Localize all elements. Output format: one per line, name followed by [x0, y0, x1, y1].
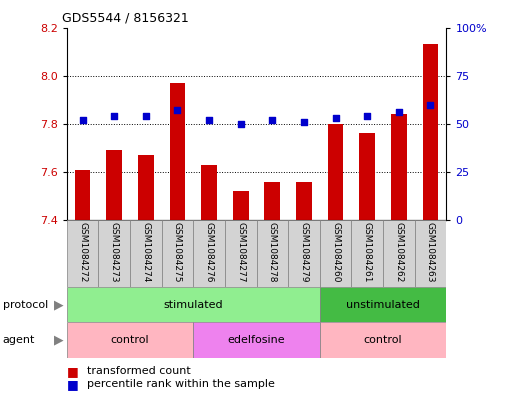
Text: edelfosine: edelfosine	[228, 335, 285, 345]
Bar	[320, 322, 446, 358]
Text: GSM1084273: GSM1084273	[110, 222, 119, 283]
Bar	[98, 220, 130, 287]
Bar	[383, 220, 415, 287]
Text: GSM1084275: GSM1084275	[173, 222, 182, 283]
Bar	[320, 287, 446, 322]
Text: control: control	[364, 335, 402, 345]
Point	[173, 107, 182, 114]
Bar	[296, 182, 312, 220]
Text: ■: ■	[67, 378, 78, 391]
Point	[363, 113, 371, 119]
Bar	[415, 220, 446, 287]
Text: percentile rank within the sample: percentile rank within the sample	[87, 379, 275, 389]
Text: GDS5544 / 8156321: GDS5544 / 8156321	[62, 12, 188, 25]
Text: GSM1084263: GSM1084263	[426, 222, 435, 283]
Text: GSM1084278: GSM1084278	[268, 222, 277, 283]
Bar	[264, 182, 280, 220]
Text: GSM1084262: GSM1084262	[394, 222, 403, 283]
Bar	[67, 287, 320, 322]
Point	[300, 119, 308, 125]
Text: GSM1084279: GSM1084279	[300, 222, 308, 283]
Bar	[193, 220, 225, 287]
Bar	[351, 220, 383, 287]
Point	[268, 117, 277, 123]
Text: ■: ■	[67, 365, 78, 378]
Bar	[225, 220, 256, 287]
Bar	[162, 220, 193, 287]
Bar	[256, 220, 288, 287]
Bar	[130, 220, 162, 287]
Bar	[67, 322, 193, 358]
Point	[236, 121, 245, 127]
Text: GSM1084272: GSM1084272	[78, 222, 87, 283]
Bar	[423, 44, 439, 220]
Text: control: control	[111, 335, 149, 345]
Bar	[106, 150, 122, 220]
Bar	[193, 322, 320, 358]
Text: stimulated: stimulated	[164, 299, 223, 310]
Text: agent: agent	[3, 335, 35, 345]
Point	[205, 117, 213, 123]
Point	[426, 101, 435, 108]
Bar	[67, 220, 98, 287]
Text: ▶: ▶	[54, 333, 64, 347]
Bar	[391, 114, 407, 220]
Bar	[359, 134, 375, 220]
Text: protocol: protocol	[3, 299, 48, 310]
Text: GSM1084260: GSM1084260	[331, 222, 340, 283]
Text: unstimulated: unstimulated	[346, 299, 420, 310]
Text: GSM1084274: GSM1084274	[141, 222, 150, 283]
Bar	[201, 165, 217, 220]
Bar	[233, 191, 249, 220]
Text: transformed count: transformed count	[87, 366, 191, 376]
Text: ▶: ▶	[54, 298, 64, 311]
Point	[110, 113, 118, 119]
Text: GSM1084261: GSM1084261	[363, 222, 372, 283]
Point	[142, 113, 150, 119]
Point	[394, 109, 403, 116]
Text: GSM1084277: GSM1084277	[236, 222, 245, 283]
Bar	[320, 220, 351, 287]
Bar	[169, 83, 185, 220]
Bar	[328, 124, 344, 220]
Bar	[138, 155, 154, 220]
Text: GSM1084276: GSM1084276	[205, 222, 213, 283]
Point	[78, 117, 87, 123]
Bar	[288, 220, 320, 287]
Point	[331, 115, 340, 121]
Bar	[74, 169, 90, 220]
